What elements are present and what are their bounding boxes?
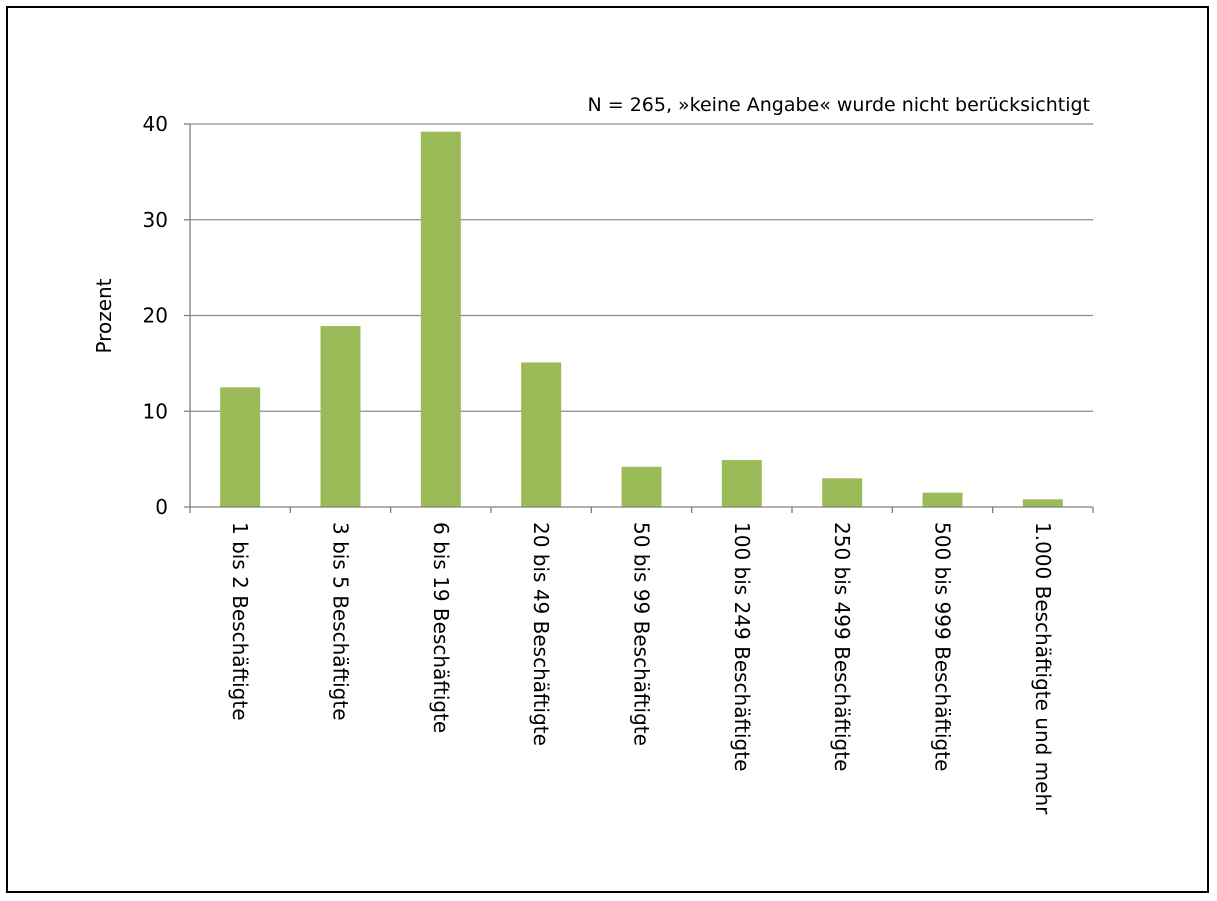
bar — [320, 326, 361, 507]
y-axis-label: Prozent — [92, 278, 116, 353]
x-tick-labels: 1 bis 2 Beschäftigte 3 bis 5 Beschäftigte… — [228, 522, 1055, 815]
bar — [822, 478, 863, 507]
bar — [420, 131, 461, 507]
y-tick-label: 20 — [143, 304, 168, 328]
axes — [184, 123, 1094, 513]
x-tick-label: 1.000 Beschäftigte und mehr — [1031, 522, 1055, 815]
x-tick-label: 20 bis 49 Beschäftigte — [529, 522, 553, 746]
bar — [220, 387, 261, 507]
x-tick-label: 250 bis 499 Beschäftigte — [830, 522, 854, 771]
sample-size-annotation: N = 265, »keine Angabe« wurde nicht berü… — [587, 94, 1090, 116]
y-tick-label: 10 — [143, 399, 168, 423]
x-tick-label: 6 bis 19 Beschäftigte — [429, 522, 453, 733]
y-tick-label: 0 — [155, 495, 168, 519]
bar — [922, 492, 963, 507]
x-tick-label: 1 bis 2 Beschäftigte — [228, 522, 252, 721]
bar — [1022, 499, 1063, 507]
y-tick-label: 40 — [143, 112, 168, 136]
x-tick-label: 50 bis 99 Beschäftigte — [630, 522, 654, 746]
x-tick-label: 500 bis 999 Beschäftigte — [931, 522, 955, 771]
bar — [621, 466, 662, 507]
y-tick-labels: 0 10 20 30 40 — [143, 112, 168, 519]
bar — [721, 460, 762, 507]
bar — [521, 362, 562, 507]
y-tick-label: 30 — [143, 208, 168, 232]
x-tick-label: 3 bis 5 Beschäftigte — [329, 522, 353, 721]
chart-frame — [6, 6, 1209, 893]
bars — [220, 131, 1063, 507]
x-tick-label: 100 bis 249 Beschäftigte — [730, 522, 754, 771]
